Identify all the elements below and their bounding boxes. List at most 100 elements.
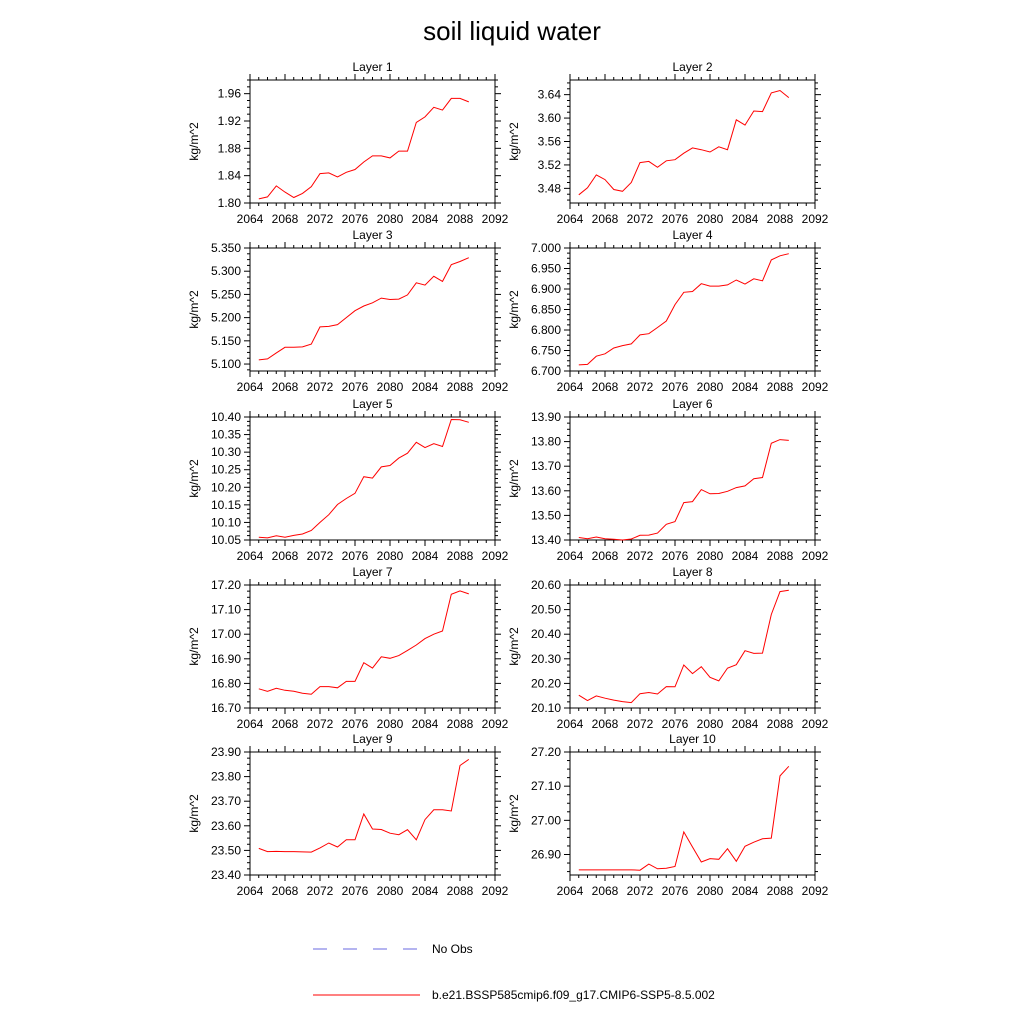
panel-layer-6: Layer 6 kg/m^2 2064 2068 2072 2076 2080 2084 208…	[507, 397, 829, 563]
y-tick-label: 6.750	[531, 344, 561, 358]
x-tick-label: 2064	[557, 884, 584, 898]
x-tick-label: 2072	[307, 549, 334, 563]
plot-frame	[249, 584, 496, 709]
figure-title: soil liquid water	[423, 16, 601, 46]
x-tick-label: 2092	[802, 212, 829, 226]
x-tick-label: 2064	[557, 717, 584, 731]
y-tick-label: 10.05	[211, 533, 241, 547]
y-tick-label: 6.700	[531, 364, 561, 378]
panel-title: Layer 3	[352, 228, 392, 242]
x-tick-label: 2068	[592, 212, 619, 226]
y-axis-label: kg/m^2	[507, 459, 521, 498]
x-tick-label: 2092	[482, 380, 509, 394]
panel-layer-3: Layer 3 kg/m^2 2064 2068 2072 2076 2080 2084 208…	[187, 228, 509, 394]
plot-frame	[569, 751, 816, 876]
y-tick-label: 5.250	[211, 287, 241, 301]
x-tick-label: 2064	[237, 212, 264, 226]
y-tick-label: 13.60	[531, 484, 561, 498]
y-tick-label: 6.800	[531, 323, 561, 337]
x-tick-label: 2092	[482, 717, 509, 731]
y-tick-label: 20.40	[531, 627, 561, 641]
y-tick-label: 5.200	[211, 311, 241, 325]
series-line	[258, 257, 469, 361]
y-tick-label: 27.20	[531, 745, 561, 759]
y-tick-label: 20.30	[531, 652, 561, 666]
x-tick-label: 2088	[767, 380, 794, 394]
x-tick-label: 2080	[697, 884, 724, 898]
series-line	[258, 758, 470, 853]
x-tick-label: 2092	[482, 884, 509, 898]
y-tick-label: 17.00	[211, 627, 241, 641]
x-tick-label: 2072	[307, 884, 334, 898]
y-tick-label: 16.70	[211, 701, 241, 715]
y-tick-label: 10.25	[211, 463, 241, 477]
y-axis-label: kg/m^2	[507, 122, 521, 161]
panel-title: Layer 1	[352, 60, 392, 74]
x-tick-label: 2080	[697, 549, 724, 563]
y-tick-label: 16.90	[211, 652, 241, 666]
y-tick-label: 1.88	[218, 141, 242, 155]
x-tick-label: 2080	[377, 717, 404, 731]
y-tick-label: 1.84	[218, 169, 242, 183]
series-line	[578, 253, 789, 366]
y-tick-label: 3.52	[538, 158, 562, 172]
y-tick-label: 16.80	[211, 676, 241, 690]
x-tick-label: 2080	[377, 884, 404, 898]
plot-frame	[249, 247, 496, 372]
y-tick-label: 6.900	[531, 282, 561, 296]
y-axis-label: kg/m^2	[187, 290, 201, 329]
panel-title: Layer 7	[352, 565, 392, 579]
x-tick-label: 2072	[307, 717, 334, 731]
x-tick-label: 2076	[662, 212, 689, 226]
x-tick-label: 2068	[272, 549, 299, 563]
x-tick-label: 2092	[482, 549, 509, 563]
y-tick-label: 10.35	[211, 428, 241, 442]
x-tick-label: 2064	[557, 212, 584, 226]
panel-title: Layer 6	[672, 397, 712, 411]
series-line	[578, 765, 790, 871]
y-axis-label: kg/m^2	[187, 122, 201, 161]
y-axis-label: kg/m^2	[507, 627, 521, 666]
x-tick-label: 2088	[767, 884, 794, 898]
x-tick-label: 2080	[697, 380, 724, 394]
x-tick-label: 2088	[447, 884, 474, 898]
y-tick-label: 10.15	[211, 498, 241, 512]
series-line	[258, 418, 469, 539]
y-tick-label: 5.300	[211, 264, 241, 278]
series-line	[578, 439, 789, 541]
x-tick-label: 2084	[412, 884, 439, 898]
y-tick-label: 27.00	[531, 813, 561, 827]
series-line	[258, 590, 469, 695]
x-tick-label: 2084	[732, 549, 759, 563]
x-tick-label: 2064	[237, 380, 264, 394]
x-tick-label: 2064	[557, 549, 584, 563]
panel-layer-4: Layer 4 kg/m^2 2064 2068 2072 2076 2080 2084 208…	[507, 228, 829, 394]
x-tick-label: 2072	[627, 884, 654, 898]
x-tick-label: 2088	[447, 717, 474, 731]
x-tick-label: 2076	[342, 884, 369, 898]
x-tick-label: 2076	[342, 212, 369, 226]
y-tick-label: 23.50	[211, 843, 241, 857]
y-axis-label: kg/m^2	[187, 627, 201, 666]
y-tick-label: 10.40	[211, 410, 241, 424]
y-axis-label: kg/m^2	[507, 290, 521, 329]
x-tick-label: 2064	[237, 549, 264, 563]
x-tick-label: 2072	[627, 717, 654, 731]
y-tick-label: 3.48	[538, 181, 562, 195]
y-tick-label: 1.96	[218, 87, 242, 101]
y-tick-label: 27.10	[531, 779, 561, 793]
x-tick-label: 2080	[697, 717, 724, 731]
x-tick-label: 2064	[237, 717, 264, 731]
y-tick-label: 13.40	[531, 533, 561, 547]
x-tick-label: 2068	[272, 717, 299, 731]
y-tick-label: 3.60	[538, 111, 562, 125]
x-tick-label: 2084	[412, 549, 439, 563]
panel-layer-8: Layer 8 kg/m^2 2064 2068 2072 2076 2080 2084 208…	[507, 565, 829, 731]
x-tick-label: 2064	[237, 884, 264, 898]
x-tick-label: 2084	[732, 884, 759, 898]
x-tick-label: 2068	[592, 717, 619, 731]
y-tick-label: 17.10	[211, 603, 241, 617]
x-tick-label: 2084	[412, 212, 439, 226]
x-tick-label: 2092	[802, 549, 829, 563]
